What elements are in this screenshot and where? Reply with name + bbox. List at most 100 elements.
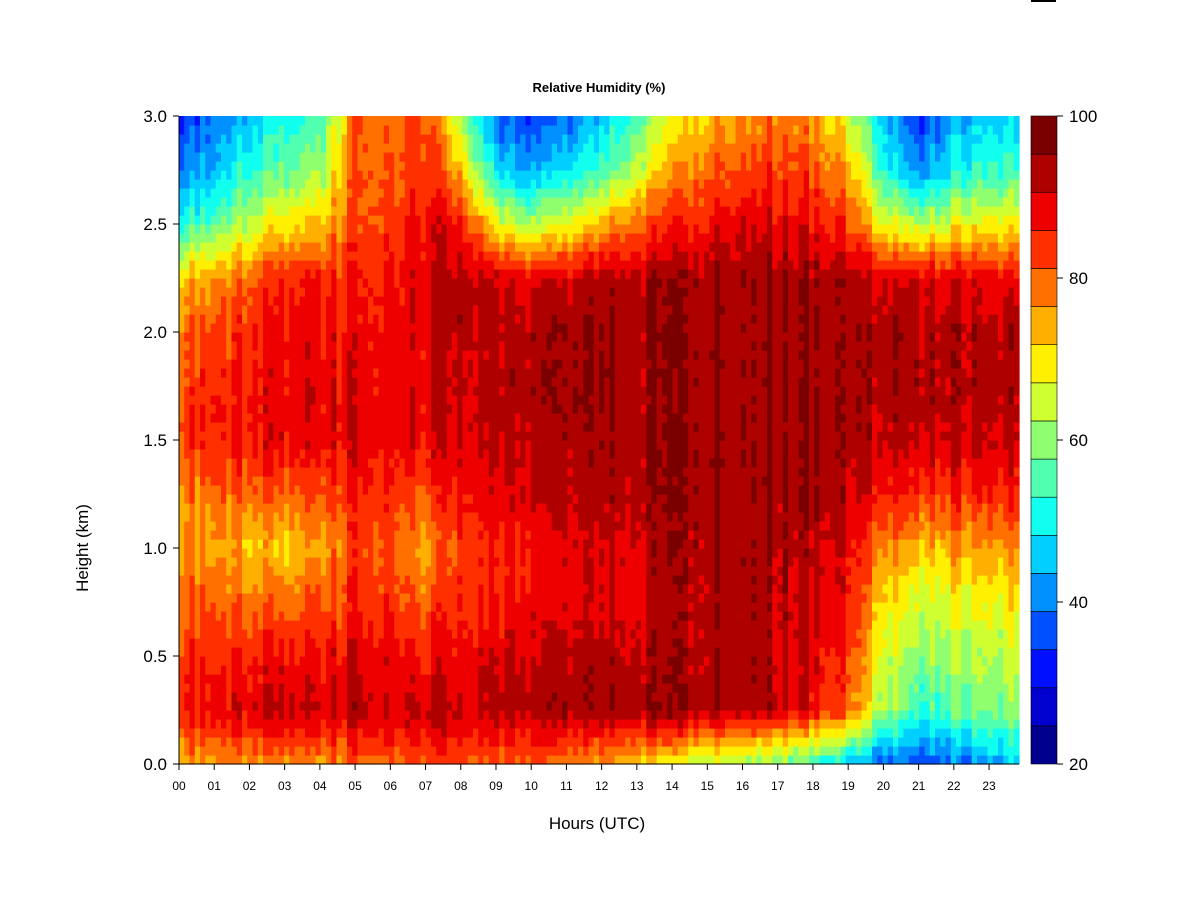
heatmap-cell bbox=[378, 710, 385, 720]
heatmap-cell bbox=[294, 449, 301, 459]
heatmap-cell bbox=[467, 260, 474, 270]
heatmap-cell bbox=[473, 548, 479, 558]
heatmap-cell bbox=[431, 413, 437, 423]
heatmap-cell bbox=[331, 710, 338, 720]
heatmap-cell bbox=[320, 629, 327, 639]
heatmap-cell bbox=[247, 179, 254, 189]
heatmap-cell bbox=[368, 161, 374, 171]
heatmap-cell bbox=[331, 422, 338, 432]
heatmap-cell bbox=[194, 431, 201, 441]
heatmap-cell bbox=[520, 386, 527, 396]
heatmap-cell bbox=[221, 746, 227, 756]
heatmap-cell bbox=[205, 395, 212, 405]
heatmap-cell bbox=[347, 242, 353, 252]
heatmap-cell bbox=[294, 647, 301, 657]
heatmap-cell bbox=[373, 404, 380, 414]
heatmap-cell bbox=[420, 656, 427, 666]
heatmap-cell bbox=[499, 188, 506, 198]
heatmap-cell bbox=[410, 539, 416, 549]
heatmap-cell bbox=[310, 755, 317, 765]
heatmap-cell bbox=[294, 125, 301, 135]
heatmap-cell bbox=[373, 179, 380, 189]
heatmap-cell bbox=[226, 224, 233, 234]
heatmap-cell bbox=[525, 233, 532, 243]
heatmap-cell bbox=[242, 530, 248, 540]
heatmap-cell bbox=[362, 323, 369, 333]
heatmap-cell bbox=[536, 566, 542, 576]
heatmap-cell bbox=[268, 116, 275, 126]
heatmap-cell bbox=[362, 512, 369, 522]
heatmap-cell bbox=[515, 350, 521, 360]
heatmap-cell bbox=[210, 719, 217, 729]
heatmap-cell bbox=[368, 548, 374, 558]
heatmap-cell bbox=[284, 233, 290, 243]
heatmap-cell bbox=[326, 737, 332, 747]
heatmap-cell bbox=[320, 728, 327, 738]
heatmap-cell bbox=[352, 530, 359, 540]
heatmap-cell bbox=[284, 710, 290, 720]
heatmap-cell bbox=[509, 413, 516, 423]
heatmap-cell bbox=[305, 449, 311, 459]
heatmap-cell bbox=[530, 674, 537, 684]
heatmap-cell bbox=[541, 656, 548, 666]
heatmap-cell bbox=[446, 584, 453, 594]
heatmap-cell bbox=[352, 179, 359, 189]
heatmap-cell bbox=[441, 170, 448, 180]
heatmap-cell bbox=[525, 287, 532, 297]
heatmap-cell bbox=[520, 332, 527, 342]
heatmap-cell bbox=[383, 278, 390, 288]
heatmap-cell bbox=[415, 296, 422, 306]
heatmap-cell bbox=[352, 161, 359, 171]
heatmap-cell bbox=[530, 575, 537, 585]
heatmap-cell bbox=[215, 359, 222, 369]
heatmap-cell bbox=[347, 350, 353, 360]
heatmap-cell bbox=[278, 638, 285, 648]
heatmap-cell bbox=[247, 422, 254, 432]
heatmap-cell bbox=[247, 737, 254, 747]
heatmap-cell bbox=[210, 377, 217, 387]
heatmap-cell bbox=[305, 323, 311, 333]
heatmap-cell bbox=[362, 431, 369, 441]
heatmap-cell bbox=[331, 278, 338, 288]
heatmap-cell bbox=[247, 674, 254, 684]
heatmap-cell bbox=[473, 431, 479, 441]
heatmap-cell bbox=[215, 269, 222, 279]
heatmap-cell bbox=[263, 134, 269, 144]
heatmap-cell bbox=[331, 449, 338, 459]
heatmap-cell bbox=[509, 710, 516, 720]
heatmap-cell bbox=[499, 638, 506, 648]
heatmap-cell bbox=[236, 539, 243, 549]
heatmap-cell bbox=[541, 728, 548, 738]
heatmap-cell bbox=[436, 449, 443, 459]
heatmap-cell bbox=[399, 413, 406, 423]
heatmap-cell bbox=[504, 647, 511, 657]
heatmap-cell bbox=[336, 566, 343, 576]
heatmap-cell bbox=[494, 359, 500, 369]
heatmap-cell bbox=[431, 503, 437, 513]
heatmap-cell bbox=[247, 755, 254, 765]
heatmap-cell bbox=[226, 692, 233, 702]
heatmap-cell bbox=[373, 521, 380, 531]
heatmap-cell bbox=[210, 341, 217, 351]
heatmap-cell bbox=[509, 584, 516, 594]
heatmap-cell bbox=[194, 476, 201, 486]
heatmap-cell bbox=[252, 323, 259, 333]
heatmap-cell bbox=[236, 188, 243, 198]
heatmap-cell bbox=[231, 683, 238, 693]
heatmap-cell bbox=[425, 224, 432, 234]
heatmap-cell bbox=[420, 566, 427, 576]
heatmap-cell bbox=[284, 638, 290, 648]
heatmap-cell bbox=[415, 494, 422, 504]
heatmap-cell bbox=[215, 395, 222, 405]
heatmap-cell bbox=[394, 557, 401, 567]
heatmap-cell bbox=[530, 521, 537, 531]
heatmap-cell bbox=[357, 566, 364, 576]
heatmap-cell bbox=[215, 476, 222, 486]
heatmap-cell bbox=[420, 728, 427, 738]
heatmap-cell bbox=[457, 161, 464, 171]
heatmap-cell bbox=[362, 161, 369, 171]
heatmap-cell bbox=[383, 152, 390, 162]
heatmap-cell bbox=[326, 494, 332, 504]
heatmap-cell bbox=[362, 368, 369, 378]
heatmap-cell bbox=[357, 413, 364, 423]
